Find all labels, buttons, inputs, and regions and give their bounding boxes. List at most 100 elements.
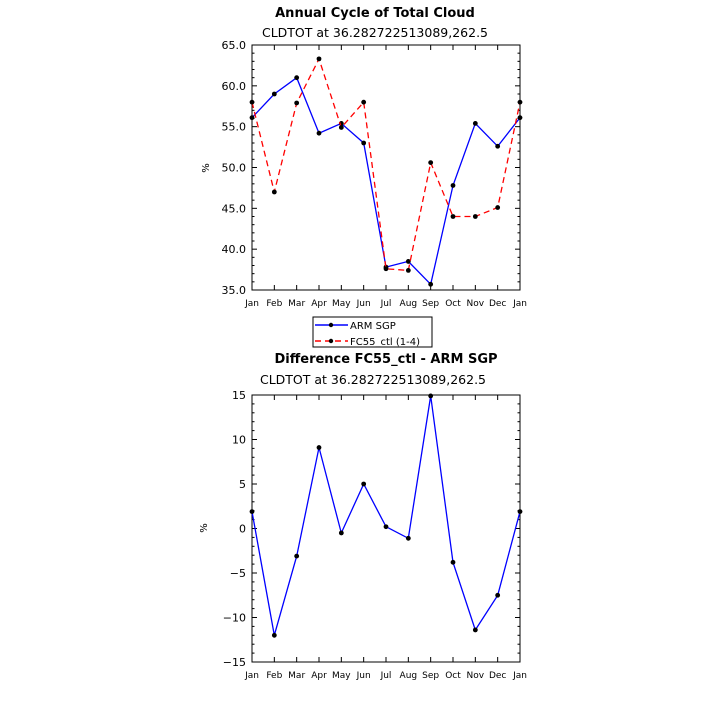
y-tick-label: 50.0 — [222, 162, 247, 175]
data-point — [383, 266, 389, 272]
y-tick-label: 35.0 — [222, 284, 247, 297]
chart1-axis-ticks — [251, 44, 521, 291]
data-point — [472, 214, 478, 219]
data-point — [428, 160, 434, 166]
x-tick-label: Aug — [400, 299, 418, 309]
series-line-difference — [251, 395, 521, 636]
data-point — [294, 75, 300, 81]
data-point — [338, 530, 344, 536]
data-point — [249, 115, 255, 121]
legend-label-arm-sgp: ARM SGP — [350, 321, 396, 332]
y-tick-label: 5 — [239, 478, 246, 491]
x-tick-label: Apr — [311, 299, 327, 309]
y-tick-label: 15 — [232, 389, 246, 402]
x-tick-label: Apr — [311, 671, 327, 681]
data-point — [249, 99, 255, 105]
x-tick-label: Oct — [445, 671, 461, 681]
x-tick-label: Jun — [356, 299, 371, 309]
data-point — [316, 56, 322, 62]
data-point — [472, 627, 478, 633]
data-point — [405, 268, 411, 273]
data-point — [316, 130, 322, 136]
series-line-arm-sgp — [251, 76, 521, 286]
chart2-y-tick-labels: −15 −10 −5 0 5 10 15 — [223, 389, 246, 669]
data-point — [294, 553, 300, 559]
data-point — [450, 559, 456, 565]
chart2-title: Difference FC55_ctl - ARM SGP — [274, 352, 497, 367]
data-point — [338, 125, 344, 130]
data-point — [271, 632, 277, 638]
x-tick-label: Feb — [266, 671, 282, 681]
x-tick-label: Jan — [244, 671, 259, 681]
data-point — [517, 509, 523, 514]
chart1-y-axis-label: % — [201, 163, 212, 173]
chart1-legend: ARM SGP FC55_ctl (1-4) — [312, 316, 433, 348]
chart1-subtitle: CLDTOT at 36.282722513089,262.5 — [262, 25, 488, 40]
legend-marker-arm-sgp — [328, 322, 334, 328]
y-tick-label: 55.0 — [222, 121, 247, 134]
legend-label-fc55: FC55_ctl (1-4) — [350, 337, 420, 348]
chart1-title: Annual Cycle of Total Cloud — [275, 6, 475, 21]
y-tick-label: 10 — [232, 434, 246, 447]
y-tick-label: 40.0 — [222, 243, 247, 256]
y-tick-label: 60.0 — [222, 80, 247, 93]
chart2-y-axis-label: % — [199, 523, 210, 533]
x-tick-label: Sep — [422, 671, 439, 681]
data-point — [428, 281, 434, 287]
data-point — [405, 259, 411, 264]
data-point — [361, 481, 367, 487]
y-tick-label: 0 — [239, 523, 246, 536]
x-tick-label: Jun — [356, 671, 371, 681]
data-point — [405, 535, 411, 541]
x-tick-label: Dec — [489, 299, 506, 309]
y-tick-label: −15 — [223, 656, 246, 669]
x-tick-label: Jul — [380, 671, 392, 681]
x-tick-label: Nov — [467, 671, 485, 681]
data-point — [495, 205, 501, 210]
y-tick-label: −5 — [230, 567, 246, 580]
data-point — [428, 393, 434, 399]
data-point — [271, 91, 277, 97]
data-point — [517, 99, 523, 105]
data-point — [495, 143, 501, 149]
x-tick-label: Jan — [512, 671, 527, 681]
y-tick-label: 65.0 — [222, 39, 247, 52]
x-tick-label: Feb — [266, 299, 282, 309]
chart1-series — [249, 56, 523, 287]
x-tick-label: Nov — [467, 299, 485, 309]
data-point — [472, 121, 478, 126]
data-point — [271, 189, 277, 195]
data-point — [249, 509, 255, 514]
chart2-x-tick-labels: Jan Feb Mar Apr May Jun Jul Aug Sep Oct Nov Dec Jan — [244, 671, 527, 681]
data-point — [316, 445, 322, 450]
x-tick-label: Oct — [445, 299, 461, 309]
chart1-y-tick-labels: 35.0 40.0 45.0 50.0 55.0 60.0 65.0 — [222, 39, 247, 297]
chart2-axis-ticks — [251, 394, 521, 663]
y-tick-label: 45.0 — [222, 202, 247, 215]
data-point — [361, 140, 367, 146]
data-point — [383, 524, 389, 530]
x-tick-label: Dec — [489, 671, 506, 681]
x-tick-label: May — [332, 299, 351, 309]
x-tick-label: Jul — [380, 299, 392, 309]
x-tick-label: Mar — [288, 671, 305, 681]
chart1-x-tick-labels: Jan Feb Mar Apr May Jun Jul Aug Sep Oct Nov Dec Jan — [244, 299, 527, 309]
x-tick-label: Aug — [400, 671, 418, 681]
data-point — [495, 592, 501, 598]
data-point — [361, 99, 367, 105]
data-point — [450, 183, 456, 188]
series-line-fc55-ctl-1-4- — [251, 57, 521, 272]
data-point — [517, 115, 523, 121]
x-tick-label: Mar — [288, 299, 305, 309]
legend-marker-fc55 — [328, 338, 334, 344]
x-tick-label: May — [332, 671, 351, 681]
chart-panel-annual-cycle: Annual Cycle of Total Cloud CLDTOT at 36… — [201, 6, 527, 348]
x-tick-label: Sep — [422, 299, 439, 309]
data-point — [450, 214, 456, 219]
chart2-series — [249, 393, 523, 638]
data-point — [294, 100, 300, 106]
chart2-subtitle: CLDTOT at 36.282722513089,262.5 — [260, 372, 486, 387]
chart-panel-difference: Difference FC55_ctl - ARM SGP CLDTOT at … — [199, 352, 527, 681]
x-tick-label: Jan — [512, 299, 527, 309]
